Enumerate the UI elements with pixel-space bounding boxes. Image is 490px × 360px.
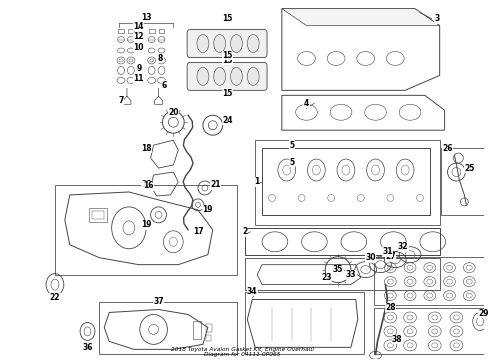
Bar <box>193 321 201 339</box>
Bar <box>118 28 124 32</box>
Bar <box>128 28 134 32</box>
Bar <box>206 336 211 341</box>
Ellipse shape <box>230 67 243 85</box>
Text: 19: 19 <box>202 206 213 215</box>
Text: 34: 34 <box>247 287 257 296</box>
Text: 37: 37 <box>153 297 164 306</box>
Text: 15: 15 <box>222 89 233 98</box>
Text: 10: 10 <box>134 43 144 52</box>
Text: 33: 33 <box>345 270 356 279</box>
Text: 4: 4 <box>304 99 309 108</box>
Bar <box>148 28 154 32</box>
Ellipse shape <box>230 35 243 53</box>
Bar <box>90 208 107 222</box>
Text: 36: 36 <box>82 343 93 352</box>
Text: 21: 21 <box>211 180 221 189</box>
Text: 14: 14 <box>134 22 144 31</box>
Text: 31: 31 <box>382 247 392 256</box>
Bar <box>245 292 364 354</box>
Text: 17: 17 <box>193 227 203 236</box>
Text: 29: 29 <box>479 309 490 318</box>
Bar <box>159 28 165 32</box>
Text: 1: 1 <box>254 177 260 186</box>
Text: 25: 25 <box>464 163 474 172</box>
Polygon shape <box>282 9 440 26</box>
Ellipse shape <box>247 67 259 85</box>
Text: 15: 15 <box>222 56 233 65</box>
Text: 2: 2 <box>243 227 248 236</box>
Ellipse shape <box>247 35 259 53</box>
Text: 13: 13 <box>142 13 152 22</box>
Ellipse shape <box>214 67 225 85</box>
Text: 24: 24 <box>222 116 233 125</box>
Ellipse shape <box>197 35 209 53</box>
Text: 18: 18 <box>142 180 152 189</box>
Text: 32: 32 <box>398 242 409 251</box>
Text: 19: 19 <box>142 220 152 229</box>
Text: 22: 22 <box>49 293 60 302</box>
Bar <box>99 302 238 354</box>
Bar <box>93 211 104 219</box>
Text: 35: 35 <box>333 265 343 274</box>
FancyBboxPatch shape <box>187 62 267 90</box>
Text: 5: 5 <box>289 158 294 167</box>
Ellipse shape <box>214 35 225 53</box>
Bar <box>206 324 212 332</box>
Ellipse shape <box>197 67 209 85</box>
Text: 15: 15 <box>222 51 233 60</box>
Text: 27: 27 <box>385 252 395 261</box>
Bar <box>55 185 238 275</box>
Text: 12: 12 <box>134 32 144 41</box>
Text: 7: 7 <box>119 96 124 105</box>
Bar <box>373 307 484 354</box>
Text: 16: 16 <box>144 181 154 190</box>
Bar <box>255 140 440 225</box>
Text: 38: 38 <box>392 335 403 344</box>
Bar <box>441 148 484 215</box>
Text: 2018 Toyota Avalon Gasket Kit, Engine Overhaul
Diagram for 04111-0P065: 2018 Toyota Avalon Gasket Kit, Engine Ov… <box>171 347 314 357</box>
Text: 15: 15 <box>222 14 233 23</box>
Text: 11: 11 <box>134 74 144 83</box>
Text: 26: 26 <box>442 144 453 153</box>
Bar <box>373 257 484 305</box>
Text: 20: 20 <box>168 108 178 117</box>
Text: 5: 5 <box>289 141 294 150</box>
Text: 3: 3 <box>434 14 440 23</box>
Text: 8: 8 <box>158 54 163 63</box>
Text: 9: 9 <box>136 64 142 73</box>
Text: 18: 18 <box>142 144 152 153</box>
Text: 6: 6 <box>162 81 167 90</box>
FancyBboxPatch shape <box>187 30 267 58</box>
Text: 30: 30 <box>366 253 376 262</box>
Text: 28: 28 <box>385 303 395 312</box>
Text: 23: 23 <box>321 273 331 282</box>
